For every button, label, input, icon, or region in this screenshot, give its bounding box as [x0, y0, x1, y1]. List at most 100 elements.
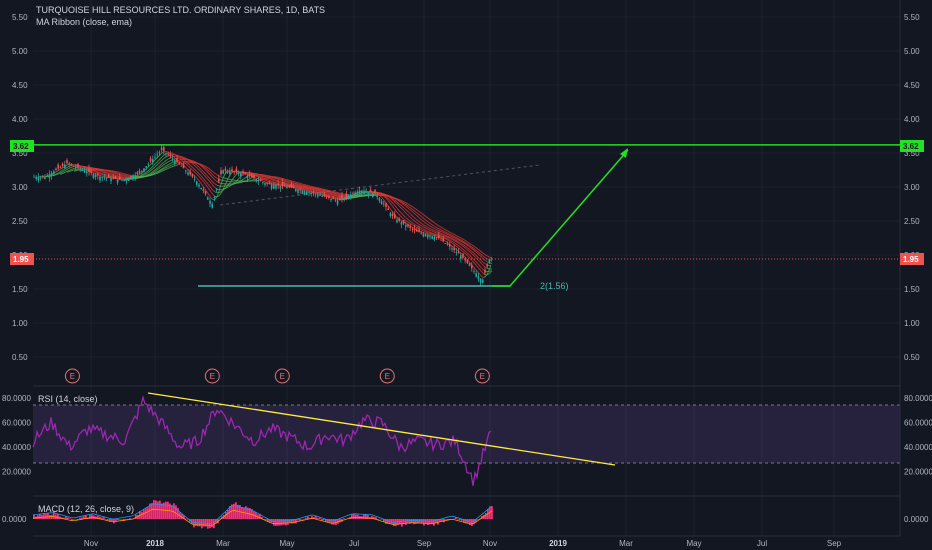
ma-ribbon-segment: [203, 174, 207, 178]
ma-ribbon-segment: [337, 194, 341, 196]
ma-ribbon-segment: [409, 209, 413, 212]
candle-body: [363, 191, 365, 194]
macd-bar: [107, 519, 109, 521]
grid: [33, 0, 900, 536]
ma-ribbon-segment: [205, 176, 209, 180]
ma-ribbon-segment: [191, 160, 195, 162]
ma-ribbon-segment: [269, 178, 273, 181]
ma-ribbon-segment: [250, 179, 254, 181]
candle-body: [372, 193, 374, 198]
ma-ribbon-segment: [439, 235, 443, 238]
ma-ribbon-segment: [104, 171, 108, 173]
ma-ribbon-segment: [419, 228, 423, 231]
ma-ribbon-segment: [389, 196, 393, 198]
time-axis[interactable]: Nov 2018 Mar May Jul Sep Nov 2019 Mar May Jul Sep: [84, 539, 842, 548]
earnings-marker[interactable]: [64, 368, 80, 384]
ma-ribbon-segment: [142, 174, 146, 177]
ma-ribbon-segment: [284, 179, 288, 182]
ma-ribbon-segment: [467, 255, 471, 259]
indicator-label[interactable]: MA Ribbon (close, ema): [36, 17, 132, 27]
ma-ribbon-segment: [58, 168, 62, 171]
ma-ribbon-segment: [266, 179, 270, 181]
macd-bar: [237, 504, 239, 519]
ma-ribbon-segment: [104, 173, 108, 176]
rsi-tick-left: 40.0000: [2, 443, 31, 452]
macd-bar: [383, 519, 385, 522]
ma-ribbon-segment: [156, 168, 160, 171]
projection-arrow[interactable]: [492, 149, 629, 287]
earnings-marker[interactable]: [474, 368, 490, 384]
ma-ribbon-segment: [465, 240, 469, 243]
macd-bar: [193, 519, 195, 528]
macd-bar: [409, 519, 411, 524]
ma-ribbon-segment: [105, 172, 109, 175]
ma-ribbon-segment: [207, 167, 211, 170]
candle-body: [160, 147, 163, 151]
ma-ribbon-segment: [58, 172, 62, 175]
candle-body: [180, 165, 183, 167]
ma-ribbon-segment: [390, 196, 394, 200]
ma-ribbon-segment: [219, 176, 223, 178]
ma-ribbon-segment: [331, 194, 335, 196]
ma-ribbon-segment: [427, 232, 431, 234]
candle-body: [352, 192, 354, 194]
ma-ribbon-segment: [155, 167, 159, 170]
candle-body: [277, 184, 279, 186]
ma-ribbon-segment: [199, 163, 203, 166]
macd-bar: [379, 518, 381, 520]
candle-body: [136, 172, 139, 175]
ma-ribbon-segment: [455, 234, 459, 237]
ma-ribbon-segment: [472, 252, 476, 255]
ma-ribbon-segment: [461, 241, 465, 244]
macd-bar: [97, 515, 99, 519]
current-price-label-left: 1.95: [13, 255, 29, 264]
ma-ribbon-segment: [262, 180, 266, 183]
ma-ribbon-segment: [272, 181, 276, 183]
ma-ribbon-segment: [275, 180, 279, 183]
earnings-marker[interactable]: [274, 368, 290, 384]
ma-ribbon-segment: [397, 204, 401, 208]
ma-ribbon-segment: [65, 170, 69, 173]
macd-bar: [461, 519, 463, 521]
macd-bar: [69, 518, 71, 519]
price-tick-right: 1.50: [904, 285, 920, 294]
ma-ribbon-segment: [477, 253, 481, 257]
ma-ribbon-segment: [478, 273, 482, 277]
ma-ribbon-segment: [194, 176, 198, 179]
macd-bar: [103, 517, 105, 519]
ma-ribbon-segment: [454, 239, 458, 242]
ma-ribbon-segment: [201, 166, 205, 169]
rsi-label[interactable]: RSI (14, close): [38, 394, 98, 404]
candle-body: [279, 185, 282, 189]
ma-ribbon-segment: [442, 233, 446, 236]
ma-ribbon-segment: [296, 183, 300, 185]
earnings-marker[interactable]: [204, 368, 220, 384]
ma-ribbon-segment: [479, 261, 483, 265]
candle-body: [200, 187, 202, 190]
ma-ribbon-segment: [424, 229, 428, 232]
earnings-marker[interactable]: [379, 368, 395, 384]
ma-ribbon-segment: [426, 230, 430, 233]
ma-ribbon-segment: [423, 226, 427, 229]
ma-ribbon-segment: [437, 229, 441, 232]
resistance-price-badge: [900, 140, 924, 152]
ma-ribbon-segment: [462, 248, 466, 252]
ma-ribbon-segment: [211, 193, 215, 197]
candle-body: [259, 180, 262, 182]
candle-body: [336, 200, 339, 205]
macd-label[interactable]: MACD (12, 26, close, 9): [38, 504, 134, 514]
ma-ribbon-segment: [453, 233, 457, 236]
rsi-trendline[interactable]: [147, 392, 616, 466]
candle-body: [114, 176, 117, 179]
rsi-band: [33, 405, 900, 463]
ma-ribbon-segment: [201, 179, 205, 183]
candle-body: [268, 182, 271, 185]
candle-body: [431, 236, 433, 239]
ma-ribbon-segment: [167, 167, 171, 169]
ma-ribbon-segment: [434, 226, 438, 229]
macd-bar: [273, 519, 275, 526]
candle-body: [213, 196, 216, 199]
ma-ribbon-segment: [198, 180, 202, 184]
